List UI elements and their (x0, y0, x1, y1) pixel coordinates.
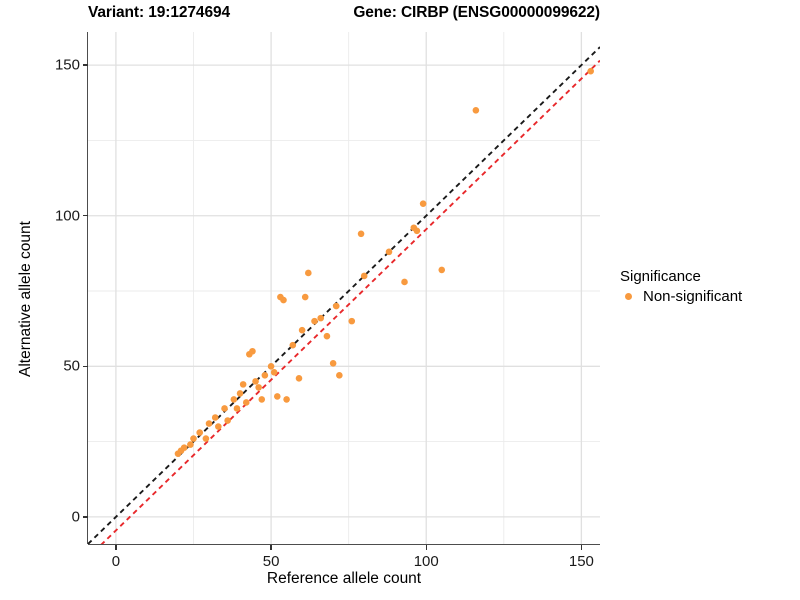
scatter-plot-panel (88, 32, 600, 544)
data-point[interactable] (196, 429, 204, 436)
data-point[interactable] (258, 396, 266, 403)
data-point[interactable] (298, 326, 306, 334)
data-point[interactable] (267, 363, 275, 370)
data-point[interactable] (239, 381, 247, 388)
data-point[interactable] (419, 200, 427, 207)
y-tick-label: 50 (63, 357, 80, 375)
data-point[interactable] (336, 372, 343, 379)
legend-item[interactable]: Non-significant (620, 288, 795, 305)
x-tick-mark (425, 545, 427, 550)
reference-line-fit (100, 59, 600, 544)
data-point[interactable] (273, 393, 281, 400)
y-tick-label: 150 (54, 56, 80, 74)
data-point[interactable] (211, 414, 219, 421)
data-point[interactable] (587, 67, 594, 75)
x-tick-mark (270, 545, 272, 550)
data-point[interactable] (270, 369, 278, 376)
data-point[interactable] (215, 423, 222, 430)
y-tick-mark (83, 64, 88, 66)
y-axis-title: Alternative allele count (17, 221, 34, 377)
data-point[interactable] (221, 405, 228, 412)
data-point[interactable] (242, 399, 250, 406)
data-point[interactable] (438, 266, 446, 274)
x-axis-line (88, 544, 600, 546)
data-point[interactable] (472, 107, 480, 114)
legend-title: Significance (620, 268, 701, 285)
series-non-significant (174, 67, 594, 457)
x-tick-mark (580, 545, 583, 550)
legend-key (620, 288, 637, 305)
legend-items: Non-significant (620, 288, 795, 305)
plot-title-strip: Variant: 19:1274694 Gene: CIRBP (ENSG000… (88, 4, 600, 30)
data-point[interactable] (317, 314, 325, 322)
data-point[interactable] (295, 375, 303, 382)
x-tick-mark (115, 545, 117, 550)
data-point[interactable] (252, 378, 259, 385)
scatter-plot-svg (88, 32, 600, 544)
data-point[interactable] (249, 347, 256, 355)
data-point[interactable] (261, 372, 269, 379)
data-point[interactable] (255, 384, 262, 391)
data-point[interactable] (190, 435, 197, 442)
data-point[interactable] (301, 293, 309, 301)
legend-item-label: Non-significant (643, 288, 743, 305)
data-point[interactable] (283, 396, 290, 403)
data-point[interactable] (305, 269, 312, 277)
y-tick-label: 100 (54, 207, 80, 225)
legend: Significance Non-significant (620, 268, 795, 305)
y-tick-mark (83, 516, 88, 518)
y-tick-mark (83, 215, 88, 217)
data-point[interactable] (348, 317, 356, 325)
data-point[interactable] (357, 230, 365, 238)
data-point[interactable] (385, 248, 393, 256)
data-point[interactable] (329, 359, 337, 367)
data-point[interactable] (311, 317, 318, 325)
data-point[interactable] (180, 444, 188, 451)
x-tick-label: 150 (568, 553, 594, 570)
legend-dot-icon (625, 293, 632, 300)
y-tick-mark (83, 365, 88, 367)
y-tick-label: 0 (71, 508, 80, 526)
data-point[interactable] (280, 296, 287, 304)
data-point[interactable] (230, 396, 238, 403)
data-point[interactable] (323, 332, 331, 340)
data-point[interactable] (413, 227, 421, 235)
y-axis-line (87, 32, 89, 544)
gene-title: Gene: CIRBP (ENSG00000099622) (353, 4, 600, 21)
x-tick-label: 100 (413, 553, 439, 570)
data-point[interactable] (202, 435, 210, 442)
data-point[interactable] (236, 390, 244, 397)
reference-line-identity (88, 46, 600, 544)
data-point[interactable] (187, 441, 194, 448)
data-point[interactable] (289, 341, 297, 349)
x-axis-title: Reference allele count (266, 570, 422, 587)
data-point[interactable] (233, 405, 241, 412)
data-point[interactable] (360, 272, 368, 280)
data-point[interactable] (332, 302, 340, 310)
data-point[interactable] (205, 420, 213, 427)
x-tick-label: 50 (262, 553, 280, 570)
variant-title: Variant: 19:1274694 (88, 4, 231, 21)
data-point[interactable] (401, 278, 408, 286)
panel-background (88, 32, 600, 544)
data-point[interactable] (224, 417, 231, 424)
x-tick-label: 0 (111, 553, 121, 570)
